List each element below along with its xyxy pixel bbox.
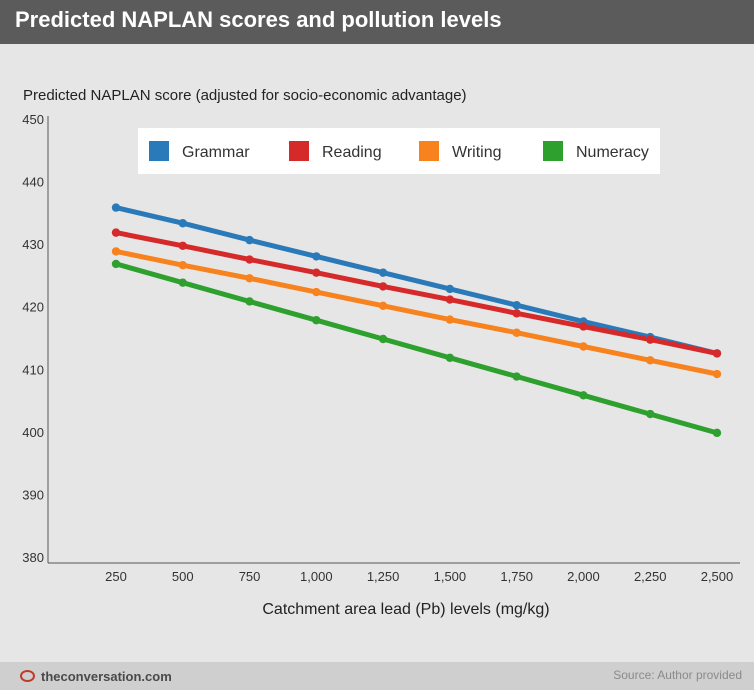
brand-name: theconversation.com xyxy=(41,668,172,684)
data-point-numeracy xyxy=(245,297,254,306)
data-point-writing xyxy=(111,247,121,256)
legend-label-writing: Writing xyxy=(452,144,502,161)
y-tick-label: 430 xyxy=(22,237,44,252)
data-point-reading xyxy=(312,268,321,277)
data-point-grammar xyxy=(178,219,187,228)
data-point-reading xyxy=(712,349,722,358)
legend-swatch-reading xyxy=(289,141,309,161)
x-tick-label: 2,000 xyxy=(567,569,600,584)
data-point-numeracy xyxy=(378,334,388,344)
data-point-grammar xyxy=(445,284,455,294)
data-point-numeracy xyxy=(178,278,187,287)
brand: theconversation.com xyxy=(20,668,172,684)
legend-label-numeracy: Numeracy xyxy=(576,144,649,161)
chart-title: Predicted NAPLAN scores and pollution le… xyxy=(15,7,502,32)
data-point-writing xyxy=(445,315,455,324)
data-point-reading xyxy=(646,335,655,344)
data-point-writing xyxy=(378,301,388,311)
line-chart: Predicted NAPLAN score (adjusted for soc… xyxy=(22,87,740,618)
series-line-numeracy xyxy=(113,261,720,436)
series-line-reading xyxy=(113,230,720,356)
legend-swatch-numeracy xyxy=(543,141,563,161)
data-point-reading xyxy=(178,241,187,250)
y-tick-label: 400 xyxy=(22,425,44,440)
data-point-reading xyxy=(579,322,588,331)
data-point-grammar xyxy=(245,235,254,245)
y-tick-label: 380 xyxy=(22,550,44,565)
data-point-numeracy xyxy=(579,391,588,400)
y-axis-label: Predicted NAPLAN score (adjusted for soc… xyxy=(23,87,467,104)
y-tick-label: 450 xyxy=(22,112,44,127)
data-point-reading xyxy=(445,295,455,304)
x-tick-label: 1,000 xyxy=(300,569,333,584)
data-point-grammar xyxy=(512,301,521,310)
data-point-numeracy xyxy=(445,353,455,362)
data-point-numeracy xyxy=(512,372,521,381)
data-point-writing xyxy=(646,356,655,365)
legend: Grammar Reading Writing Numeracy xyxy=(138,128,660,174)
footer-bar: theconversation.com Source: Author provi… xyxy=(0,662,754,690)
y-tick-label: 420 xyxy=(22,300,44,315)
x-tick-label: 1,250 xyxy=(367,569,400,584)
source-note: Source: Author provided xyxy=(613,668,742,682)
y-tick-label: 390 xyxy=(22,487,44,502)
legend-box xyxy=(138,128,660,174)
data-point-numeracy xyxy=(111,259,121,269)
series-line-writing xyxy=(113,248,720,377)
legend-label-reading: Reading xyxy=(322,144,382,161)
x-tick-label: 750 xyxy=(239,569,261,584)
speech-bubble-icon xyxy=(20,670,35,682)
data-point-reading xyxy=(378,282,388,291)
x-tick-label: 1,500 xyxy=(434,569,467,584)
data-point-grammar xyxy=(111,203,121,212)
x-tick-label: 250 xyxy=(105,569,127,584)
data-point-writing xyxy=(312,287,321,297)
header-bar: Predicted NAPLAN scores and pollution le… xyxy=(0,0,754,44)
y-tick-label: 440 xyxy=(22,175,44,190)
data-point-numeracy xyxy=(712,428,722,438)
x-tick-label: 500 xyxy=(172,569,194,584)
legend-swatch-writing xyxy=(419,141,439,161)
data-point-writing xyxy=(579,342,588,351)
data-point-writing xyxy=(712,369,722,379)
series-line-grammar xyxy=(113,205,720,356)
data-point-grammar xyxy=(378,268,388,277)
data-point-numeracy xyxy=(646,409,655,419)
x-axis-label: Catchment area lead (Pb) levels (mg/kg) xyxy=(262,601,549,618)
data-point-numeracy xyxy=(312,316,321,325)
legend-label-grammar: Grammar xyxy=(182,144,250,161)
x-tick-label: 2,500 xyxy=(701,569,734,584)
data-point-writing xyxy=(512,328,521,337)
data-point-reading xyxy=(111,228,121,237)
data-point-writing xyxy=(245,274,254,283)
data-point-reading xyxy=(245,255,254,264)
legend-swatch-grammar xyxy=(149,141,169,161)
data-point-reading xyxy=(512,309,521,318)
data-point-grammar xyxy=(312,252,321,261)
y-tick-label: 410 xyxy=(22,362,44,377)
x-tick-label: 1,750 xyxy=(500,569,533,584)
x-tick-label: 2,250 xyxy=(634,569,667,584)
data-point-writing xyxy=(178,260,187,270)
